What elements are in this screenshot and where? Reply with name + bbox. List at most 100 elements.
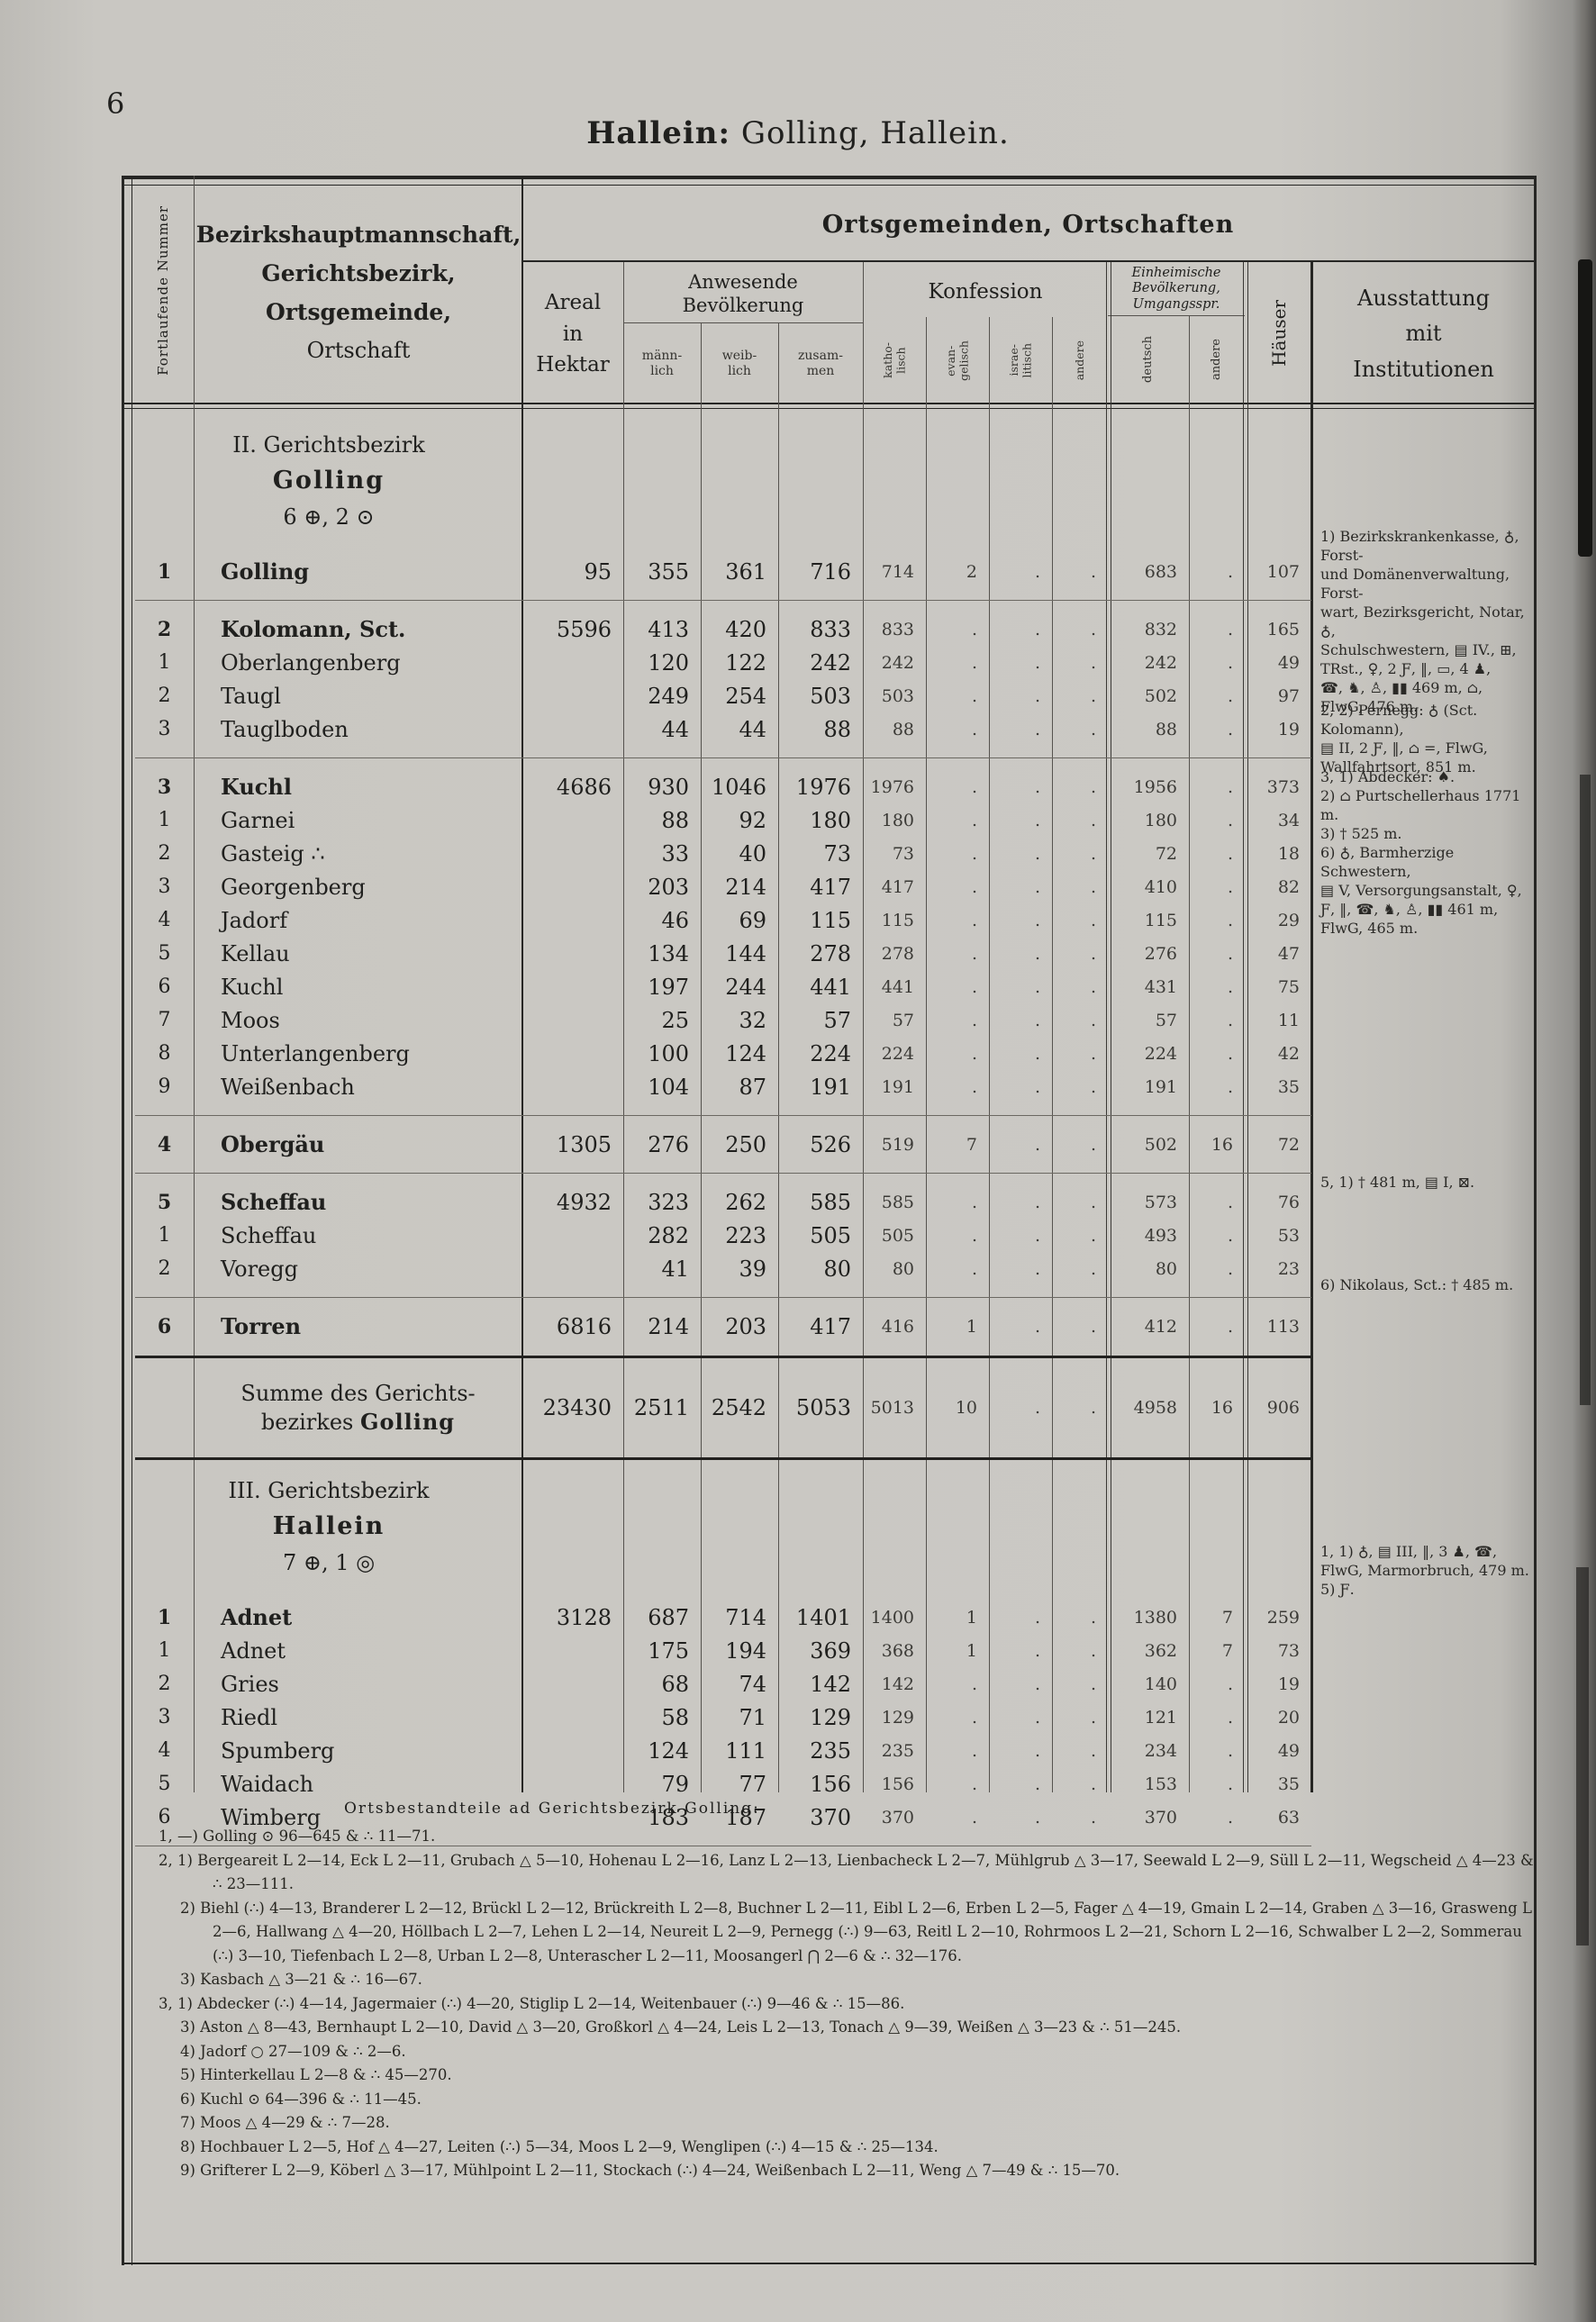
row-value-cell: .	[1090, 1192, 1096, 1212]
header-andere-konfession-cell: andere	[1052, 319, 1108, 402]
row-value-cell: 687	[648, 1604, 689, 1630]
row-place-name: Scheffau	[221, 1189, 327, 1215]
column-divider-name	[521, 176, 523, 1792]
row-serial-number: 5	[157, 1190, 172, 1214]
row-value-cell: 714	[881, 561, 914, 582]
row-value-cell: 4686	[556, 774, 612, 800]
row-value-cell: 73	[823, 840, 851, 866]
row-value-cell: 113	[1266, 1316, 1300, 1337]
header-ortschaft: Ortschaft	[306, 337, 411, 363]
row-value-cell: 278	[881, 943, 914, 964]
header-deutsch-label: deutsch	[1140, 336, 1155, 383]
row-serial-number: 6	[158, 975, 171, 998]
row-value-cell: 95	[584, 558, 612, 585]
footnote-line: 5) Hinterkellau L 2—8 & ∴ 45—270.	[180, 2066, 452, 2083]
header-zusammen-line1: zusam-	[798, 348, 843, 363]
row-value-cell: .	[971, 619, 977, 639]
row-value-cell: .	[1034, 1607, 1040, 1628]
header-weiblich-cell: weib- lich	[701, 326, 778, 402]
row-value-cell: 71	[739, 1704, 766, 1730]
header-ausstattung-line2: mit	[1405, 321, 1442, 347]
row-value-cell: 361	[725, 558, 766, 585]
section-divider-rule	[135, 1356, 1311, 1358]
group-divider-rule	[135, 1115, 1311, 1116]
row-place-name: Oberlangenberg	[221, 649, 401, 676]
frame-top-rule-thick	[122, 176, 1537, 179]
column-divider-zusammen	[863, 262, 864, 1792]
header-konfession-label: Konfession	[928, 280, 1043, 304]
group-divider-rule	[135, 1297, 1311, 1298]
row-value-cell: 441	[881, 976, 914, 997]
section-court-label: II. Gerichtsbezirk	[232, 432, 425, 458]
row-value-cell: .	[1034, 1076, 1040, 1097]
row-value-cell: .	[1090, 1225, 1096, 1246]
row-value-cell: 832	[1144, 619, 1177, 639]
row-value-cell: 57	[1155, 1010, 1177, 1030]
column-divider-maennlich	[701, 322, 702, 1792]
row-value-cell: 73	[892, 843, 914, 864]
row-value-cell: 180	[881, 810, 914, 830]
table-row: 5 Kellau 134 144 278 278... 276. 47	[135, 937, 1311, 970]
row-value-cell: 72	[1277, 1134, 1300, 1155]
row-value-cell: .	[1034, 1740, 1040, 1761]
row-value-cell: 40	[739, 840, 766, 866]
row-value-cell: 124	[725, 1040, 766, 1066]
header-einheimische-line2: Bevölkerung,	[1132, 281, 1220, 296]
row-value-cell: 355	[648, 558, 689, 585]
table-body-flow: II. Gerichtsbezirk Golling 6 ⊕, 2 ⊙ 1 Gollin…	[135, 414, 1311, 1858]
row-value-cell: 20	[1277, 1707, 1300, 1728]
row-serial-number: 2	[158, 1257, 171, 1280]
row-value-cell: .	[971, 910, 977, 930]
row-value-cell: 223	[725, 1222, 766, 1248]
row-value-cell: 1400	[870, 1607, 914, 1628]
table-row: 1 Golling 95 355 361 716 714 2.. 683. 107	[135, 555, 1311, 588]
institutions-note: 1, 1) ♁, ▤ III, ‖, 3 ♟, ☎, FlwG, Marmorb…	[1320, 1543, 1529, 1598]
row-value-cell: 41	[661, 1256, 689, 1282]
header-ortsgemeinde: Ortsgemeinde,	[265, 298, 452, 325]
scan-artifact	[1580, 775, 1591, 1405]
row-place-name: Adnet	[221, 1604, 293, 1630]
row-value-cell: .	[1090, 910, 1096, 930]
table-row: 2 Voregg 41 39 80 80... 80. 23	[135, 1252, 1311, 1285]
row-value-cell: 100	[648, 1040, 689, 1066]
table-row: 2 Gasteig ∴ 33 40 73 73... 72. 18	[135, 837, 1311, 870]
header-haeuser-cell: Häuser	[1247, 265, 1311, 402]
row-value-cell: 526	[810, 1131, 851, 1157]
row-value-cell: .	[1090, 1807, 1096, 1828]
row-place-name: Moos	[221, 1007, 280, 1033]
row-value-cell: 165	[1266, 619, 1300, 639]
table-row: 4 Spumberg 124 111 235 235... 234. 49	[135, 1734, 1311, 1767]
footnote-line: 2, 1) Bergeareit L 2—14, Eck L 2—11, Gru…	[159, 1851, 1534, 1893]
row-value-cell: .	[1227, 1673, 1233, 1694]
row-value-cell: 235	[881, 1740, 914, 1761]
section-symbols: 7 ⊕, 1 ◎	[282, 1550, 376, 1575]
row-value-cell: .	[1034, 843, 1040, 864]
header-zusammen-line2: men	[806, 364, 835, 378]
row-value-cell: 58	[661, 1704, 689, 1730]
row-value-cell: 191	[881, 1076, 914, 1097]
row-value-cell: .	[971, 652, 977, 673]
row-value-cell: .	[1034, 1316, 1040, 1337]
row-value-cell: 373	[1266, 776, 1300, 797]
row-place-name: Tauglboden	[221, 716, 349, 742]
row-value-cell: 32	[739, 1007, 766, 1033]
row-place-name: Georgenberg	[221, 874, 366, 900]
row-value-cell: .	[1090, 1640, 1096, 1661]
row-value-cell: 683	[1144, 561, 1177, 582]
column-divider-haeuser-end	[1310, 262, 1313, 1792]
row-value-cell: 441	[810, 974, 851, 1000]
row-value-cell: 69	[739, 907, 766, 933]
row-value-cell: 1305	[556, 1131, 612, 1157]
row-value-cell: 25	[661, 1007, 689, 1033]
row-serial-number: 3	[158, 718, 171, 740]
row-value-cell: 242	[810, 649, 851, 676]
row-serial-number: 2	[158, 842, 171, 865]
row-value-cell: .	[1034, 652, 1040, 673]
row-value-cell: 417	[810, 874, 851, 900]
row-value-cell: 1	[966, 1316, 977, 1337]
row-value-cell: 254	[725, 683, 766, 709]
footnote-line: 3) Kasbach △ 3—21 & ∴ 16—67.	[180, 1971, 422, 1988]
header-israelitisch-label: israe- litisch	[1006, 342, 1033, 378]
row-place-name: Adnet	[221, 1637, 286, 1664]
